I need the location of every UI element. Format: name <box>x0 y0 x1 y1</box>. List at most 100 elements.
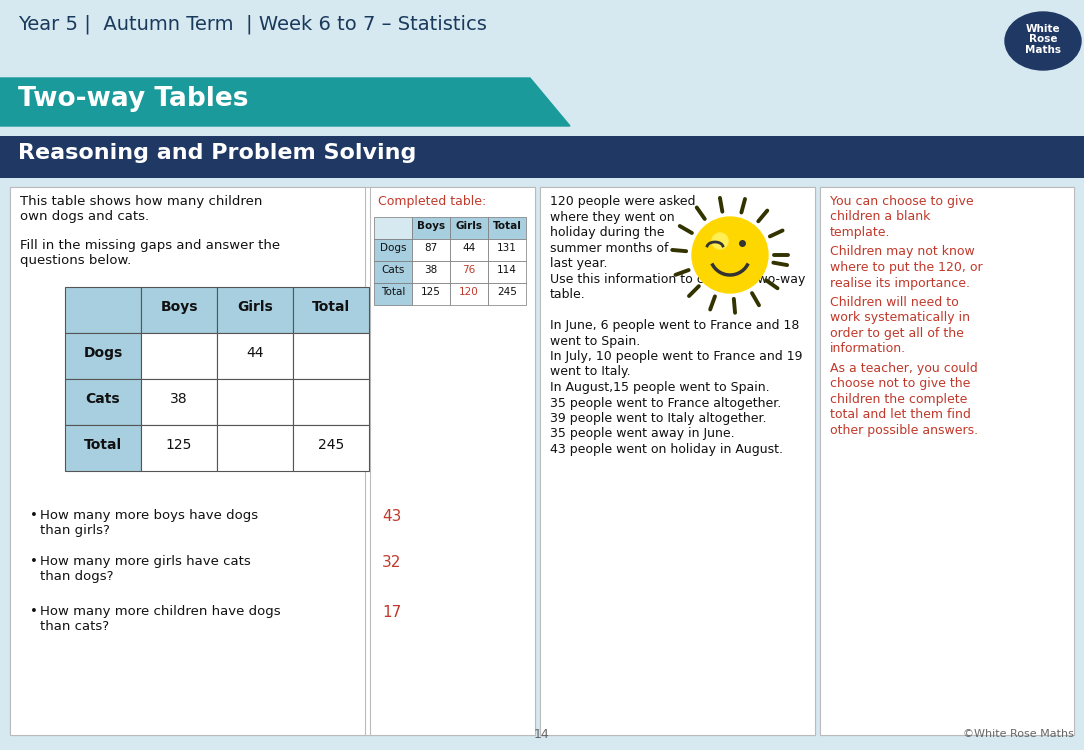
Text: went to Italy.: went to Italy. <box>550 365 631 379</box>
Text: This table shows how many children
own dogs and cats.: This table shows how many children own d… <box>20 195 262 223</box>
Bar <box>820 187 1074 735</box>
Text: Boys: Boys <box>417 221 446 231</box>
Text: where to put the 120, or: where to put the 120, or <box>830 261 982 274</box>
Bar <box>450 239 488 261</box>
Bar <box>412 261 450 283</box>
Text: 76: 76 <box>463 265 476 275</box>
Text: Girls: Girls <box>237 300 273 314</box>
Circle shape <box>712 233 728 249</box>
Text: ©White Rose Maths: ©White Rose Maths <box>963 729 1074 739</box>
Bar <box>217 287 293 333</box>
Bar <box>65 425 141 471</box>
Text: total and let them find: total and let them find <box>830 409 971 422</box>
Text: How many more boys have dogs
than girls?: How many more boys have dogs than girls? <box>40 509 258 537</box>
Bar <box>293 287 369 333</box>
Text: 120: 120 <box>460 287 479 297</box>
Text: Total: Total <box>492 221 521 231</box>
Polygon shape <box>0 78 570 126</box>
Text: As a teacher, you could: As a teacher, you could <box>830 362 978 375</box>
Text: where they went on: where they went on <box>550 211 674 224</box>
Text: In July, 10 people went to France and 19: In July, 10 people went to France and 19 <box>550 350 802 363</box>
Text: In August,15 people went to Spain.: In August,15 people went to Spain. <box>550 381 770 394</box>
Bar <box>65 379 141 425</box>
Text: How many more children have dogs
than cats?: How many more children have dogs than ca… <box>40 605 281 633</box>
Text: work systematically in: work systematically in <box>830 311 970 325</box>
Bar <box>374 239 412 261</box>
Bar <box>0 136 1084 178</box>
Bar <box>141 379 217 425</box>
Text: children the complete: children the complete <box>830 393 967 406</box>
Bar <box>488 261 526 283</box>
Text: Total: Total <box>83 438 122 452</box>
Text: 43 people went on holiday in August.: 43 people went on holiday in August. <box>550 443 783 456</box>
Text: template.: template. <box>830 226 890 239</box>
Text: 35 people went away in June.: 35 people went away in June. <box>550 427 735 440</box>
Text: table.: table. <box>550 288 585 301</box>
Text: 245: 245 <box>498 287 517 297</box>
Text: summer months of: summer months of <box>550 242 669 254</box>
Text: •: • <box>30 509 38 522</box>
Text: You can choose to give: You can choose to give <box>830 195 973 208</box>
Text: How many more girls have cats
than dogs?: How many more girls have cats than dogs? <box>40 555 250 583</box>
Bar <box>293 379 369 425</box>
Text: Year 5 |  Autumn Term  | Week 6 to 7 – Statistics: Year 5 | Autumn Term | Week 6 to 7 – Sta… <box>18 15 487 34</box>
Bar <box>217 425 293 471</box>
Text: Cats: Cats <box>86 392 120 406</box>
Text: went to Spain.: went to Spain. <box>550 334 641 347</box>
Bar <box>10 187 535 735</box>
Bar <box>820 187 1074 735</box>
Text: In June, 6 people went to France and 18: In June, 6 people went to France and 18 <box>550 319 799 332</box>
Bar <box>412 283 450 305</box>
Text: Girls: Girls <box>455 221 482 231</box>
Text: Total: Total <box>312 300 350 314</box>
Bar <box>10 187 365 735</box>
Bar <box>141 333 217 379</box>
Text: Two-way Tables: Two-way Tables <box>18 86 248 112</box>
Circle shape <box>692 217 767 293</box>
Text: 114: 114 <box>498 265 517 275</box>
Text: last year.: last year. <box>550 257 607 270</box>
Text: order to get all of the: order to get all of the <box>830 327 964 340</box>
Bar <box>217 333 293 379</box>
Text: •: • <box>30 605 38 618</box>
Text: 14: 14 <box>534 728 550 740</box>
Bar <box>450 283 488 305</box>
Text: Boys: Boys <box>160 300 197 314</box>
Text: choose not to give the: choose not to give the <box>830 377 970 391</box>
Text: holiday during the: holiday during the <box>550 226 664 239</box>
Text: 131: 131 <box>498 243 517 253</box>
Text: realise its importance.: realise its importance. <box>830 277 970 290</box>
Text: Total: Total <box>380 287 405 297</box>
Text: Children may not know: Children may not know <box>830 245 975 259</box>
Text: 120 people were asked: 120 people were asked <box>550 195 696 208</box>
Text: Completed table:: Completed table: <box>378 195 487 208</box>
Bar <box>540 187 815 735</box>
Text: children a blank: children a blank <box>830 211 930 224</box>
Bar <box>217 379 293 425</box>
Text: other possible answers.: other possible answers. <box>830 424 978 437</box>
Text: Cats: Cats <box>382 265 404 275</box>
Text: 38: 38 <box>424 265 438 275</box>
Bar <box>293 333 369 379</box>
Bar <box>488 283 526 305</box>
Bar <box>374 283 412 305</box>
Text: 32: 32 <box>382 555 401 570</box>
Text: Maths: Maths <box>1025 45 1061 55</box>
Text: White: White <box>1025 24 1060 34</box>
Text: 87: 87 <box>424 243 438 253</box>
Text: 38: 38 <box>170 392 188 406</box>
Bar <box>374 261 412 283</box>
Text: 44: 44 <box>463 243 476 253</box>
Bar <box>141 425 217 471</box>
Text: 17: 17 <box>382 605 401 620</box>
Text: 44: 44 <box>246 346 263 360</box>
Bar <box>540 187 815 735</box>
Text: Dogs: Dogs <box>83 346 122 360</box>
Bar <box>412 239 450 261</box>
Text: •: • <box>30 555 38 568</box>
Bar <box>65 333 141 379</box>
Text: Children will need to: Children will need to <box>830 296 958 309</box>
Text: 43: 43 <box>382 509 401 524</box>
Text: information.: information. <box>830 343 906 355</box>
Bar <box>293 425 369 471</box>
